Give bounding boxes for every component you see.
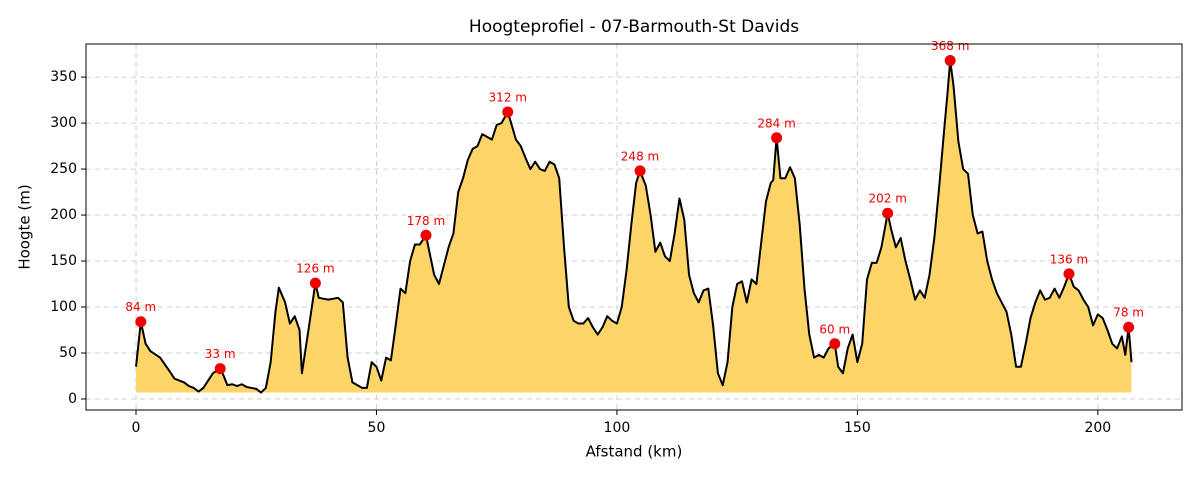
peak-marker <box>634 165 646 177</box>
peak-label: 368 m <box>931 39 969 53</box>
peak-marker <box>1063 268 1075 280</box>
y-tick-label: 200 <box>50 207 77 223</box>
peak-marker <box>882 207 894 219</box>
y-axis-label: Hoogte (m) <box>16 184 34 269</box>
plot-frame <box>85 43 1183 411</box>
peak-marker <box>420 229 432 241</box>
x-tick-label: 50 <box>368 420 386 436</box>
peak-label: 60 m <box>819 322 850 336</box>
peak-label: 202 m <box>868 192 906 206</box>
peak-label: 136 m <box>1050 252 1088 266</box>
peak-marker <box>829 338 841 350</box>
peak-marker <box>1123 321 1135 333</box>
x-tick-label: 150 <box>844 420 871 436</box>
y-tick-label: 350 <box>50 69 77 85</box>
peak-marker <box>944 55 956 67</box>
peak-marker <box>135 316 147 328</box>
peak-label: 33 m <box>205 347 236 361</box>
y-tick-label: 50 <box>59 345 77 361</box>
peak-label: 84 m <box>125 300 156 314</box>
peak-marker <box>214 363 226 375</box>
chart-title: Hoogteprofiel - 07-Barmouth-St Davids <box>469 17 799 37</box>
y-tick-label: 250 <box>50 161 77 177</box>
peak-label: 126 m <box>296 262 334 276</box>
peak-marker <box>502 106 514 118</box>
x-tick-label: 0 <box>132 420 141 436</box>
x-tick-label: 200 <box>1084 420 1111 436</box>
peak-label: 78 m <box>1113 306 1144 320</box>
peak-label: 284 m <box>757 116 795 130</box>
y-tick-label: 150 <box>50 253 77 269</box>
y-tick-label: 100 <box>50 299 77 315</box>
elevation-fill <box>136 60 1132 393</box>
peak-marker <box>771 132 783 144</box>
x-tick-label: 100 <box>604 420 631 436</box>
peak-label: 178 m <box>407 214 445 228</box>
y-tick-label: 0 <box>68 391 77 407</box>
x-axis-label: Afstand (km) <box>586 443 683 461</box>
y-tick-label: 300 <box>50 115 77 131</box>
peak-label: 312 m <box>489 91 527 105</box>
peak-label: 248 m <box>621 149 659 163</box>
peak-marker <box>309 277 321 289</box>
